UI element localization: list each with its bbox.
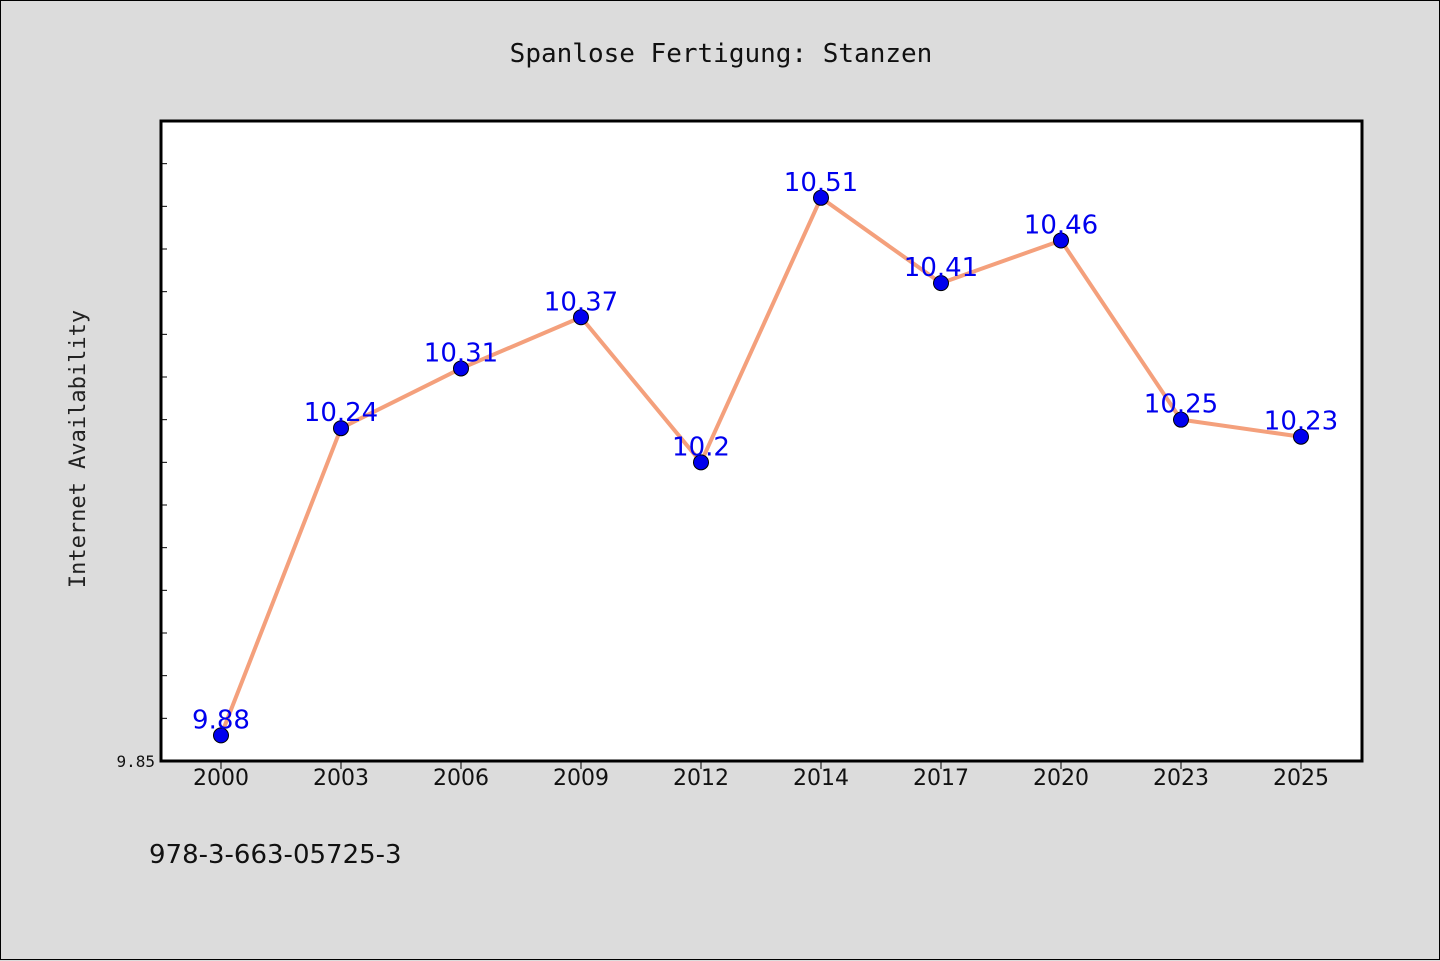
data-label: 10.51 [784, 168, 858, 198]
data-point [933, 275, 949, 292]
x-tick-label: 2006 [433, 766, 489, 791]
x-tick-label: 2025 [1273, 766, 1329, 791]
data-label: 9.88 [192, 705, 250, 735]
x-tick-label: 2000 [193, 766, 249, 791]
y-axis-ticks: 9.85 [116, 120, 167, 771]
x-tick-label: 2020 [1033, 766, 1089, 791]
data-labels: 9.88 10.24 10.31 10.37 10.2 10.51 10.41 10.46 10… [192, 168, 1338, 736]
data-point [333, 420, 349, 437]
y-tick-label: 9.85 [116, 752, 155, 771]
data-point [693, 454, 709, 471]
data-point [573, 309, 589, 326]
data-points [213, 189, 1309, 744]
footer-isbn: 978-3-663-05725-3 [149, 840, 402, 870]
plot-area [159, 119, 1364, 763]
data-label: 10.2 [672, 432, 730, 462]
data-point [1173, 411, 1189, 428]
x-tick-label: 2012 [673, 766, 729, 791]
data-point [453, 360, 469, 377]
data-label: 10.25 [1144, 390, 1218, 420]
series-line-group [219, 195, 1302, 737]
x-axis-ticks: 2000 2003 2006 2009 2012 2014 2017 2020 2023 2025 [193, 761, 1329, 791]
data-label: 10.24 [304, 398, 378, 428]
x-tick-label: 2014 [793, 766, 849, 791]
data-point [1293, 428, 1309, 445]
data-label: 10.46 [1024, 210, 1098, 240]
chart-title: Spanlose Fertigung: Stanzen [510, 39, 933, 69]
data-label: 10.41 [904, 253, 978, 283]
x-tick-label: 2023 [1153, 766, 1209, 791]
data-label: 10.37 [544, 287, 618, 317]
data-point [213, 727, 229, 744]
data-label: 10.31 [424, 338, 498, 368]
x-tick-label: 2003 [313, 766, 369, 791]
x-tick-label: 2017 [913, 766, 969, 791]
data-label: 10.23 [1264, 407, 1338, 437]
data-point [813, 189, 829, 206]
series-line [219, 195, 1302, 737]
data-point [1053, 232, 1069, 249]
y-axis-label: Internet Availability [66, 310, 91, 588]
x-tick-label: 2009 [553, 766, 609, 791]
